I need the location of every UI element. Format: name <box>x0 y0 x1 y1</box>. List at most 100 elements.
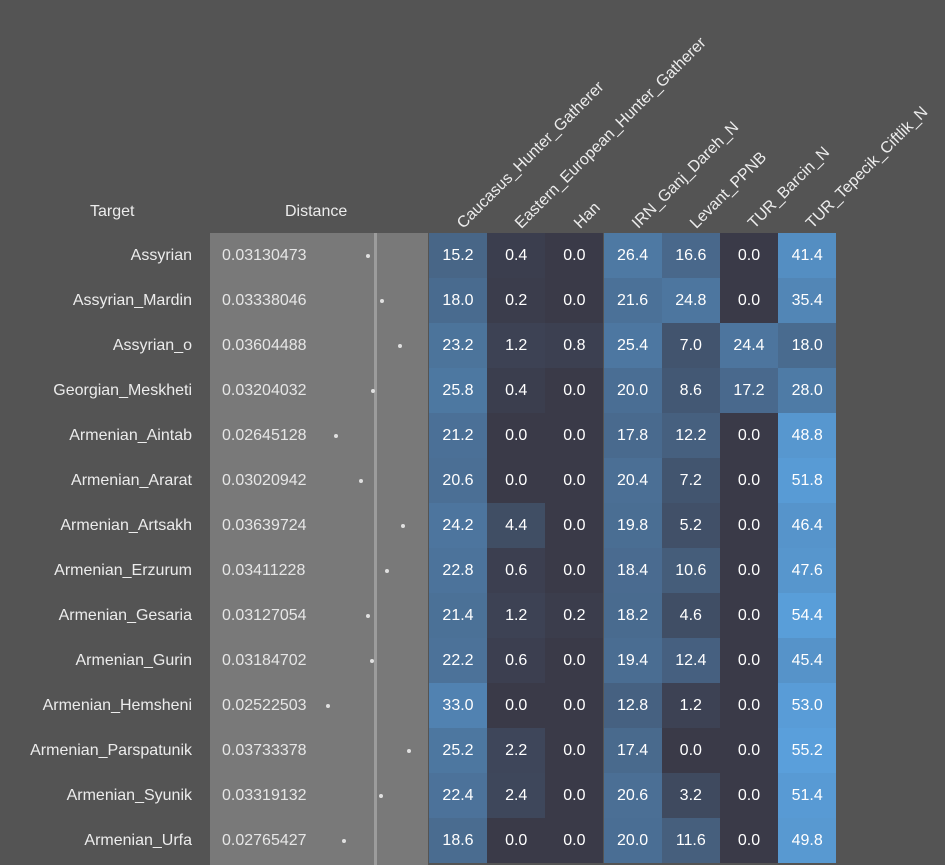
value-cell: 3.2 <box>661 773 720 818</box>
distance-reference-line <box>374 233 377 865</box>
value-cell: 2.4 <box>487 773 546 818</box>
target-header: Target <box>90 203 135 220</box>
value-cell: 22.2 <box>429 638 487 683</box>
value-cell: 0.0 <box>545 818 604 863</box>
value-cell: 23.2 <box>429 323 487 368</box>
value-cell: 2.2 <box>487 728 546 773</box>
value-cell: 0.0 <box>487 818 546 863</box>
value-cell: 0.0 <box>720 503 778 548</box>
value-cell: 21.6 <box>603 278 662 323</box>
value-cell: 17.2 <box>720 368 778 413</box>
value-cell: 26.4 <box>603 233 662 278</box>
target-name: Armenian_Gurin <box>75 652 193 669</box>
value-cell: 20.6 <box>603 773 662 818</box>
value-cell: 0.0 <box>720 458 778 503</box>
distance-value: 0.03411228 <box>222 562 306 579</box>
value-cell: 18.0 <box>778 323 837 368</box>
target-name: Armenian_Ararat <box>71 472 192 489</box>
value-cell: 5.2 <box>661 503 720 548</box>
value-cell: 0.8 <box>545 323 604 368</box>
value-cell: 25.8 <box>429 368 487 413</box>
value-cell: 54.4 <box>778 593 837 638</box>
distance-marker <box>366 613 371 618</box>
distance-marker <box>398 343 403 348</box>
value-cell: 0.0 <box>487 413 546 458</box>
value-cell: 0.0 <box>720 233 778 278</box>
value-cell: 51.4 <box>778 773 837 818</box>
distance-marker <box>325 703 330 708</box>
distance-header: Distance <box>285 203 348 220</box>
target-name: Armenian_Hemsheni <box>42 697 192 714</box>
distance-marker <box>380 298 385 303</box>
distance-value: 0.03127054 <box>222 607 307 624</box>
value-cell: 0.0 <box>545 638 604 683</box>
value-cell: 12.4 <box>661 638 720 683</box>
value-cell: 0.0 <box>487 683 546 728</box>
value-cell: 0.0 <box>545 683 604 728</box>
distance-marker <box>379 793 384 798</box>
value-cell: 24.2 <box>429 503 487 548</box>
distance-marker <box>370 658 374 663</box>
target-name: Armenian_Gesaria <box>58 607 192 624</box>
value-cell: 0.0 <box>545 773 604 818</box>
value-cell: 0.0 <box>720 818 778 863</box>
value-cell: 16.6 <box>661 233 720 278</box>
value-cell: 1.2 <box>661 683 720 728</box>
distance-value: 0.03604488 <box>222 337 307 354</box>
value-cell: 0.0 <box>545 503 604 548</box>
distance-value: 0.03204032 <box>222 382 307 399</box>
value-cell: 18.0 <box>429 278 487 323</box>
target-name: Assyrian_Mardin <box>72 292 192 309</box>
value-cell: 1.2 <box>487 323 546 368</box>
target-name: Armenian_Aintab <box>69 427 192 444</box>
value-cell: 0.0 <box>545 278 604 323</box>
value-cell: 41.4 <box>778 233 837 278</box>
value-cell: 25.4 <box>603 323 662 368</box>
distance-value: 0.03639724 <box>222 517 307 534</box>
target-name: Georgian_Meskheti <box>53 382 192 399</box>
value-cell: 20.0 <box>603 368 662 413</box>
distance-column-band <box>210 233 428 865</box>
value-cell: 0.6 <box>487 548 546 593</box>
value-cell: 0.0 <box>545 548 604 593</box>
value-cell: 0.4 <box>487 233 546 278</box>
distance-value: 0.03733378 <box>222 742 307 759</box>
value-cell: 7.0 <box>661 323 720 368</box>
value-cell: 24.8 <box>661 278 720 323</box>
value-cell: 0.0 <box>720 773 778 818</box>
value-cell: 0.0 <box>720 728 778 773</box>
distance-marker <box>406 748 411 753</box>
value-cell: 18.2 <box>603 593 662 638</box>
value-cell: 21.4 <box>429 593 487 638</box>
value-cell: 53.0 <box>778 683 837 728</box>
distance-marker <box>333 433 338 438</box>
distance-marker <box>359 478 363 483</box>
value-cell: 20.0 <box>603 818 662 863</box>
distance-marker <box>400 523 405 528</box>
value-cell: 0.0 <box>545 728 604 773</box>
distance-value: 0.03319132 <box>222 787 307 804</box>
column-header-tur-tepecik-ciftlik-n: TUR_Tepecik_Ciftlik_N <box>803 103 932 233</box>
value-cell: 17.4 <box>603 728 662 773</box>
distance-marker <box>385 568 390 573</box>
value-cell: 8.6 <box>661 368 720 413</box>
value-cell: 49.8 <box>778 818 837 863</box>
value-cell: 7.2 <box>661 458 720 503</box>
distance-marker <box>366 253 371 258</box>
value-cell: 0.6 <box>487 638 546 683</box>
target-name: Assyrian_o <box>112 337 192 354</box>
target-name: Armenian_Urfa <box>84 832 192 849</box>
distance-marker <box>371 388 376 393</box>
value-cell: 0.0 <box>661 728 720 773</box>
value-cell: 0.0 <box>545 458 604 503</box>
target-name: Armenian_Artsakh <box>60 517 192 534</box>
distance-value: 0.03184702 <box>222 652 307 669</box>
value-cell: 33.0 <box>429 683 487 728</box>
value-cell: 35.4 <box>778 278 837 323</box>
value-cell: 19.8 <box>603 503 662 548</box>
value-cell: 0.0 <box>720 278 778 323</box>
value-cell: 25.2 <box>429 728 487 773</box>
value-cell: 22.8 <box>429 548 487 593</box>
value-cell: 28.0 <box>778 368 837 413</box>
